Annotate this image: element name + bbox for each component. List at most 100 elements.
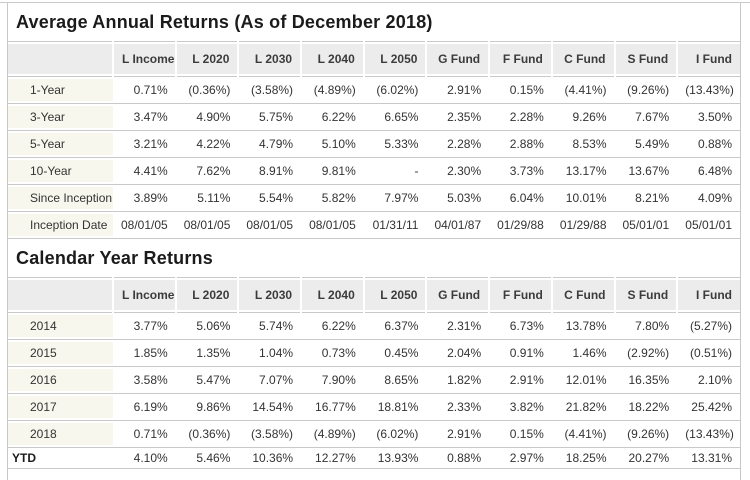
data-cell: 16.35% <box>614 366 678 394</box>
data-cell: 5.54% <box>238 184 302 212</box>
data-cell: 2.10% <box>677 366 740 394</box>
data-cell: 2.91% <box>489 366 552 394</box>
data-cell: 3.73% <box>489 157 552 185</box>
data-cell: 25.42% <box>677 393 740 421</box>
data-cell: 05/01/01 <box>677 211 740 239</box>
column-header-row: L Income L 2020 L 2030 L 2040 L 2050 G Fund F … <box>8 41 740 77</box>
data-cell: 3.77% <box>113 312 176 340</box>
data-cell: 05/01/01 <box>614 211 678 239</box>
column-header-g-fund: G Fund <box>425 277 490 313</box>
data-cell: 4.41% <box>113 157 176 185</box>
row-label: 2015 <box>8 339 113 367</box>
data-cell: 0.15% <box>489 76 552 104</box>
column-header-c-fund: C Fund <box>550 277 615 313</box>
data-cell: 5.06% <box>175 312 239 340</box>
data-cell: (6.02%) <box>363 76 427 104</box>
average-annual-returns-title: Average Annual Returns (As of December 2… <box>16 12 433 32</box>
top-divider <box>0 2 750 3</box>
row-label: 2018 <box>8 420 113 448</box>
data-cell: 4.10% <box>113 447 176 469</box>
data-cell: 14.54% <box>238 393 302 421</box>
data-cell: 5.75% <box>238 103 302 131</box>
data-cell: 3.50% <box>677 103 740 131</box>
data-cell: (4.41%) <box>551 76 615 104</box>
data-cell: 2.31% <box>426 312 490 340</box>
data-cell: 2.33% <box>426 393 490 421</box>
row-label: 10-Year <box>8 157 113 185</box>
data-cell: 0.88% <box>426 447 490 469</box>
table-row-since-inception: Since Inception 3.89% 5.11% 5.54% 5.82% 7.97%… <box>8 184 740 212</box>
table-row-2017: 2017 6.19% 9.86% 14.54% 16.77% 18.81% 2.33% 3.8… <box>8 393 740 421</box>
data-cell: (9.26%) <box>614 76 678 104</box>
data-cell: 01/29/88 <box>551 211 615 239</box>
column-header-l-2030: L 2030 <box>237 41 302 77</box>
data-cell: 21.82% <box>551 393 615 421</box>
data-cell: 18.81% <box>363 393 427 421</box>
data-cell: 13.17% <box>551 157 615 185</box>
data-cell: 3.47% <box>113 103 176 131</box>
data-cell: (13.43%) <box>677 76 740 104</box>
data-cell: 5.46% <box>175 447 239 469</box>
data-cell: 18.25% <box>551 447 615 469</box>
column-header-i-fund: I Fund <box>676 41 740 77</box>
data-cell: 5.11% <box>175 184 239 212</box>
column-header-l-2020: L 2020 <box>174 277 239 313</box>
column-header-l-income: L Income <box>112 41 176 77</box>
column-header-s-fund: S Fund <box>613 41 678 77</box>
corner-cell <box>8 277 113 313</box>
data-cell: 01/29/88 <box>489 211 552 239</box>
column-header-f-fund: F Fund <box>488 277 552 313</box>
column-header-l-2050: L 2050 <box>362 41 427 77</box>
data-cell: 18.22% <box>614 393 678 421</box>
data-cell: 6.22% <box>301 312 364 340</box>
data-cell: (2.92%) <box>614 339 678 367</box>
row-label: 1-Year <box>8 76 113 104</box>
data-cell: 10.36% <box>238 447 302 469</box>
table-row-2014: 2014 3.77% 5.06% 5.74% 6.22% 6.37% 2.31% 6.73% 1… <box>8 312 740 340</box>
column-header-l-2040: L 2040 <box>300 41 364 77</box>
data-cell: (3.58%) <box>238 76 302 104</box>
row-label: 2017 <box>8 393 113 421</box>
data-cell: 5.10% <box>301 130 364 158</box>
calendar-year-returns-section: Calendar Year Returns L Income L 2020 L 20… <box>8 239 740 469</box>
table-row-2018: 2018 0.71% (0.36%) (3.58%) (4.89%) (6.02%) 2.9… <box>8 420 740 448</box>
data-cell: (0.36%) <box>175 76 239 104</box>
data-cell: (4.41%) <box>551 420 615 448</box>
row-label: 5-Year <box>8 130 113 158</box>
data-cell: 0.91% <box>489 339 552 367</box>
data-cell: 0.88% <box>677 130 740 158</box>
row-label: 3-Year <box>8 103 113 131</box>
data-cell: 2.35% <box>426 103 490 131</box>
data-cell: 1.46% <box>551 339 615 367</box>
data-cell: 4.90% <box>175 103 239 131</box>
data-cell: 1.04% <box>238 339 302 367</box>
table-row-1-year: 1-Year 0.71% (0.36%) (3.58%) (4.89%) (6.02%) 2… <box>8 76 740 104</box>
column-header-l-2040: L 2040 <box>300 277 364 313</box>
data-cell: 9.86% <box>175 393 239 421</box>
data-cell: 3.89% <box>113 184 176 212</box>
data-cell: 16.77% <box>301 393 364 421</box>
data-cell: 4.79% <box>238 130 302 158</box>
data-cell: (4.89%) <box>301 420 364 448</box>
data-cell: 1.35% <box>175 339 239 367</box>
data-cell: 5.74% <box>238 312 302 340</box>
data-cell: (3.58%) <box>238 420 302 448</box>
column-header-l-income: L Income <box>112 277 176 313</box>
data-cell: 8.91% <box>238 157 302 185</box>
table-row-2015: 2015 1.85% 1.35% 1.04% 0.73% 0.45% 2.04% 0.91% 1… <box>8 339 740 367</box>
data-cell: (5.27%) <box>677 312 740 340</box>
data-cell: 6.04% <box>489 184 552 212</box>
data-cell: (9.26%) <box>614 420 678 448</box>
data-cell: 3.82% <box>489 393 552 421</box>
row-label: 2014 <box>8 312 113 340</box>
data-cell: (0.36%) <box>175 420 239 448</box>
fund-performance-panel: Average Annual Returns (As of December 2… <box>7 3 741 480</box>
column-header-f-fund: F Fund <box>488 41 552 77</box>
row-label: YTD <box>8 447 113 469</box>
data-cell: 7.07% <box>238 366 302 394</box>
data-cell: 0.15% <box>489 420 552 448</box>
data-cell: 2.28% <box>426 130 490 158</box>
data-cell: 9.26% <box>551 103 615 131</box>
column-header-g-fund: G Fund <box>425 41 490 77</box>
data-cell: 0.71% <box>113 420 176 448</box>
